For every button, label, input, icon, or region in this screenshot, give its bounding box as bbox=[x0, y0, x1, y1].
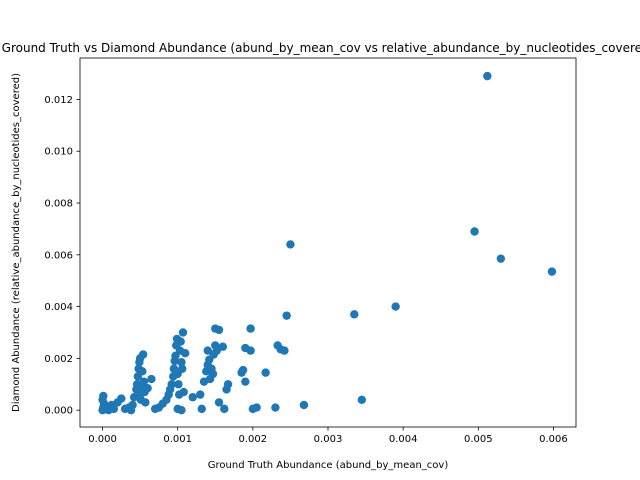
x-tick-label: 0.005 bbox=[464, 434, 493, 445]
data-point bbox=[167, 380, 176, 389]
data-point bbox=[483, 71, 492, 81]
data-point bbox=[196, 390, 205, 399]
data-point bbox=[223, 380, 233, 389]
data-point bbox=[218, 342, 227, 351]
data-point bbox=[178, 328, 188, 337]
data-point bbox=[214, 398, 224, 407]
data-point bbox=[357, 395, 367, 405]
data-point bbox=[181, 349, 190, 358]
data-point bbox=[117, 394, 126, 403]
data-point bbox=[179, 387, 188, 397]
data-point bbox=[220, 404, 229, 414]
data-point bbox=[147, 374, 156, 384]
data-point bbox=[299, 400, 309, 410]
data-point bbox=[197, 404, 206, 414]
y-tick-label: 0.010 bbox=[44, 147, 73, 158]
data-point bbox=[350, 310, 359, 319]
data-point bbox=[177, 358, 186, 367]
y-tick-label: 0.006 bbox=[44, 250, 73, 261]
x-tick-label: 0.004 bbox=[389, 434, 418, 445]
y-tick-label: 0.000 bbox=[44, 406, 73, 417]
data-point bbox=[252, 403, 261, 412]
data-point bbox=[282, 311, 291, 320]
data-point bbox=[138, 350, 148, 359]
data-point bbox=[286, 240, 295, 249]
x-tick-label: 0.003 bbox=[314, 434, 343, 445]
data-point bbox=[188, 393, 197, 402]
data-point bbox=[138, 367, 147, 376]
x-axis-label: Ground Truth Abundance (abund_by_mean_co… bbox=[208, 460, 449, 471]
data-point bbox=[280, 346, 289, 355]
data-point bbox=[212, 346, 221, 355]
data-point bbox=[391, 302, 400, 311]
data-point bbox=[141, 398, 150, 407]
data-point bbox=[241, 377, 250, 386]
data-point bbox=[208, 369, 218, 379]
data-point bbox=[246, 324, 255, 333]
data-point bbox=[128, 400, 137, 410]
y-axis-label: Diamond Abundance (relative_abundance_by… bbox=[11, 73, 22, 412]
data-point bbox=[143, 383, 152, 393]
x-tick-label: 0.002 bbox=[239, 434, 268, 445]
x-axis-ticks: 0.000 0.001 0.002 0.003 0.004 0.005 0.006 bbox=[88, 427, 568, 445]
data-point bbox=[174, 380, 183, 389]
x-tick-label: 0.000 bbox=[88, 434, 117, 445]
data-point bbox=[178, 364, 187, 373]
y-tick-label: 0.004 bbox=[44, 302, 73, 313]
data-point bbox=[271, 403, 280, 412]
data-point bbox=[238, 365, 248, 375]
data-point bbox=[470, 227, 479, 236]
y-tick-label: 0.008 bbox=[44, 199, 73, 210]
data-points bbox=[98, 71, 557, 415]
data-point bbox=[177, 405, 186, 415]
data-point bbox=[547, 267, 557, 276]
x-tick-label: 0.001 bbox=[163, 434, 192, 445]
x-tick-label: 0.006 bbox=[539, 434, 568, 445]
data-point bbox=[261, 368, 270, 377]
data-point bbox=[176, 337, 185, 346]
data-point bbox=[496, 254, 506, 263]
data-point bbox=[203, 346, 212, 355]
data-point bbox=[109, 404, 119, 414]
data-point bbox=[139, 377, 149, 386]
data-point bbox=[99, 391, 108, 401]
y-tick-label: 0.012 bbox=[44, 95, 73, 106]
y-axis-ticks: 0.000 0.002 0.004 0.006 0.008 0.010 0.012 bbox=[44, 95, 80, 417]
data-point bbox=[246, 346, 255, 355]
y-tick-label: 0.002 bbox=[44, 354, 73, 365]
chart-title: Ground Truth vs Diamond Abundance (abund… bbox=[2, 41, 640, 55]
data-point bbox=[214, 325, 224, 335]
